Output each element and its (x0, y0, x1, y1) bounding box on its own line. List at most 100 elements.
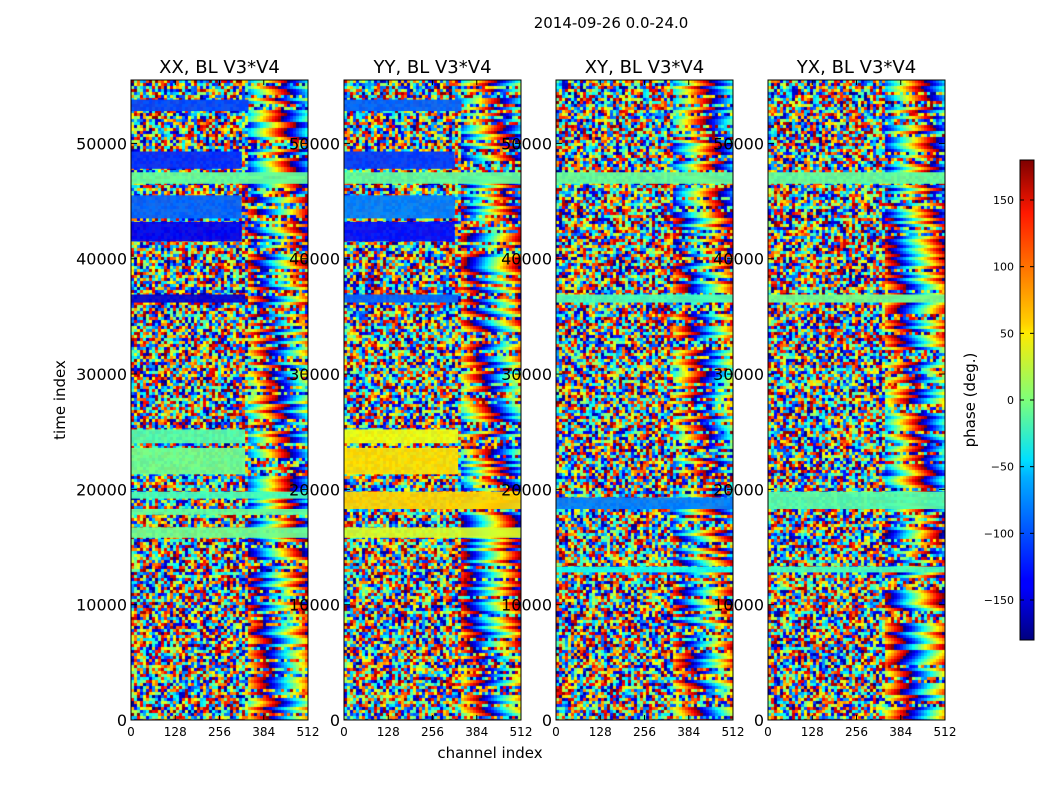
x-tick-label: 256 (208, 725, 231, 739)
x-tick-label: 128 (377, 725, 400, 739)
phase-band (556, 294, 733, 303)
y-tick-label: 50000 (76, 134, 127, 153)
colorbar-tick-label: −100 (984, 527, 1014, 540)
x-tick-label: 512 (297, 725, 320, 739)
x-tick-label: 0 (127, 725, 135, 739)
x-tick-label: 384 (677, 725, 700, 739)
phase-band (131, 294, 246, 303)
phase-band (131, 491, 308, 499)
phase-noise-background (556, 80, 733, 720)
figure-suptitle: 2014-09-26 0.0-24.0 (534, 14, 689, 32)
panel-1: YY, BL V3*V4 0 128 256 384 512 0 10000 20000 3000… (289, 57, 532, 739)
y-tick-label: 0 (754, 711, 764, 730)
phase-band (344, 172, 521, 184)
x-tick-label: 512 (510, 725, 533, 739)
phase-band (344, 491, 521, 509)
phase-noise-background (344, 80, 521, 720)
y-tick-label: 20000 (289, 480, 340, 499)
phase-band (131, 195, 242, 219)
colorbar-ticks: −150 −100 −50 0 50 100 150 (984, 194, 1034, 607)
phase-band (344, 151, 455, 169)
panel-0: XX, BL V3*V4 0 128 256 384 512 0 10000 20000 3000… (76, 57, 319, 739)
phase-band (344, 221, 455, 242)
x-tick-label: 384 (465, 725, 488, 739)
y-tick-label: 30000 (289, 365, 340, 384)
y-tick-label: 0 (542, 711, 552, 730)
y-tick-label: 20000 (76, 480, 127, 499)
phase-band (131, 508, 308, 515)
panels-layer: XX, BL V3*V4 0 128 256 384 512 0 10000 20000 3000… (76, 57, 956, 739)
y-tick-label: 40000 (501, 250, 552, 269)
phase-band (344, 429, 459, 444)
panel-title: YY, BL V3*V4 (372, 57, 491, 78)
y-tick-label: 40000 (76, 250, 127, 269)
phase-band (556, 497, 733, 509)
x-tick-label: 128 (164, 725, 187, 739)
y-tick-label: 20000 (713, 480, 764, 499)
y-tick-label: 10000 (501, 596, 552, 615)
phase-band (131, 221, 242, 242)
x-tick-label: 512 (934, 725, 957, 739)
phase-band (768, 566, 945, 573)
y-tick-label: 40000 (713, 250, 764, 269)
phase-band (131, 99, 249, 112)
phase-noise-background (768, 80, 945, 720)
x-tick-label: 256 (845, 725, 868, 739)
y-tick-label: 10000 (289, 596, 340, 615)
phase-band (556, 566, 733, 573)
x-tick-label: 128 (589, 725, 612, 739)
phase-band (768, 172, 945, 184)
y-tick-label: 10000 (76, 596, 127, 615)
y-tick-label: 50000 (501, 134, 552, 153)
x-tick-label: 0 (764, 725, 772, 739)
colorbar: −150 −100 −50 0 50 100 150 phase (deg.) (961, 159, 1035, 641)
phase-noise-background (131, 80, 308, 720)
x-tick-label: 384 (252, 725, 275, 739)
y-tick-label: 50000 (289, 134, 340, 153)
y-axis-label: time index (51, 360, 69, 440)
x-tick-label: 256 (633, 725, 656, 739)
x-axis-label: channel index (437, 744, 542, 762)
x-tick-label: 512 (722, 725, 745, 739)
y-tick-label: 10000 (713, 596, 764, 615)
colorbar-tick-label: −150 (984, 594, 1014, 607)
phase-band (131, 429, 246, 444)
colorbar-label: phase (deg.) (961, 353, 979, 448)
panel-2: XY, BL V3*V4 0 128 256 384 512 0 10000 20000 3000… (501, 57, 744, 739)
panel-title: YX, BL V3*V4 (796, 57, 916, 78)
y-tick-label: 30000 (76, 365, 127, 384)
x-tick-label: 0 (552, 725, 560, 739)
x-tick-label: 384 (889, 725, 912, 739)
x-tick-label: 128 (801, 725, 824, 739)
panel-3: YX, BL V3*V4 0 128 256 384 512 0 10000 20000 3000… (713, 57, 956, 739)
y-tick-label: 0 (117, 711, 127, 730)
panel-title: XY, BL V3*V4 (585, 57, 704, 78)
phase-band (344, 527, 521, 538)
colorbar-tick-label: −50 (991, 461, 1014, 474)
x-tick-label: 0 (340, 725, 348, 739)
phase-band (556, 172, 733, 184)
phase-band (131, 447, 246, 475)
y-tick-label: 20000 (501, 480, 552, 499)
phase-band (768, 294, 945, 303)
phase-band (344, 447, 459, 475)
phase-band (131, 151, 242, 169)
x-tick-label: 256 (421, 725, 444, 739)
y-tick-label: 30000 (501, 365, 552, 384)
panel-title: XX, BL V3*V4 (159, 57, 280, 78)
y-tick-label: 0 (330, 711, 340, 730)
colorbar-tick-label: 50 (1000, 327, 1014, 340)
colorbar-tick-label: 100 (993, 261, 1014, 274)
y-tick-label: 50000 (713, 134, 764, 153)
colorbar-tick-label: 150 (993, 194, 1014, 207)
phase-band (344, 195, 455, 219)
phase-band (131, 172, 308, 184)
colorbar-tick-label: 0 (1007, 394, 1014, 407)
y-tick-label: 40000 (289, 250, 340, 269)
phase-band (344, 99, 462, 112)
phase-band (344, 294, 459, 303)
y-tick-label: 30000 (713, 365, 764, 384)
phase-band (768, 491, 945, 509)
phase-band (131, 527, 308, 538)
